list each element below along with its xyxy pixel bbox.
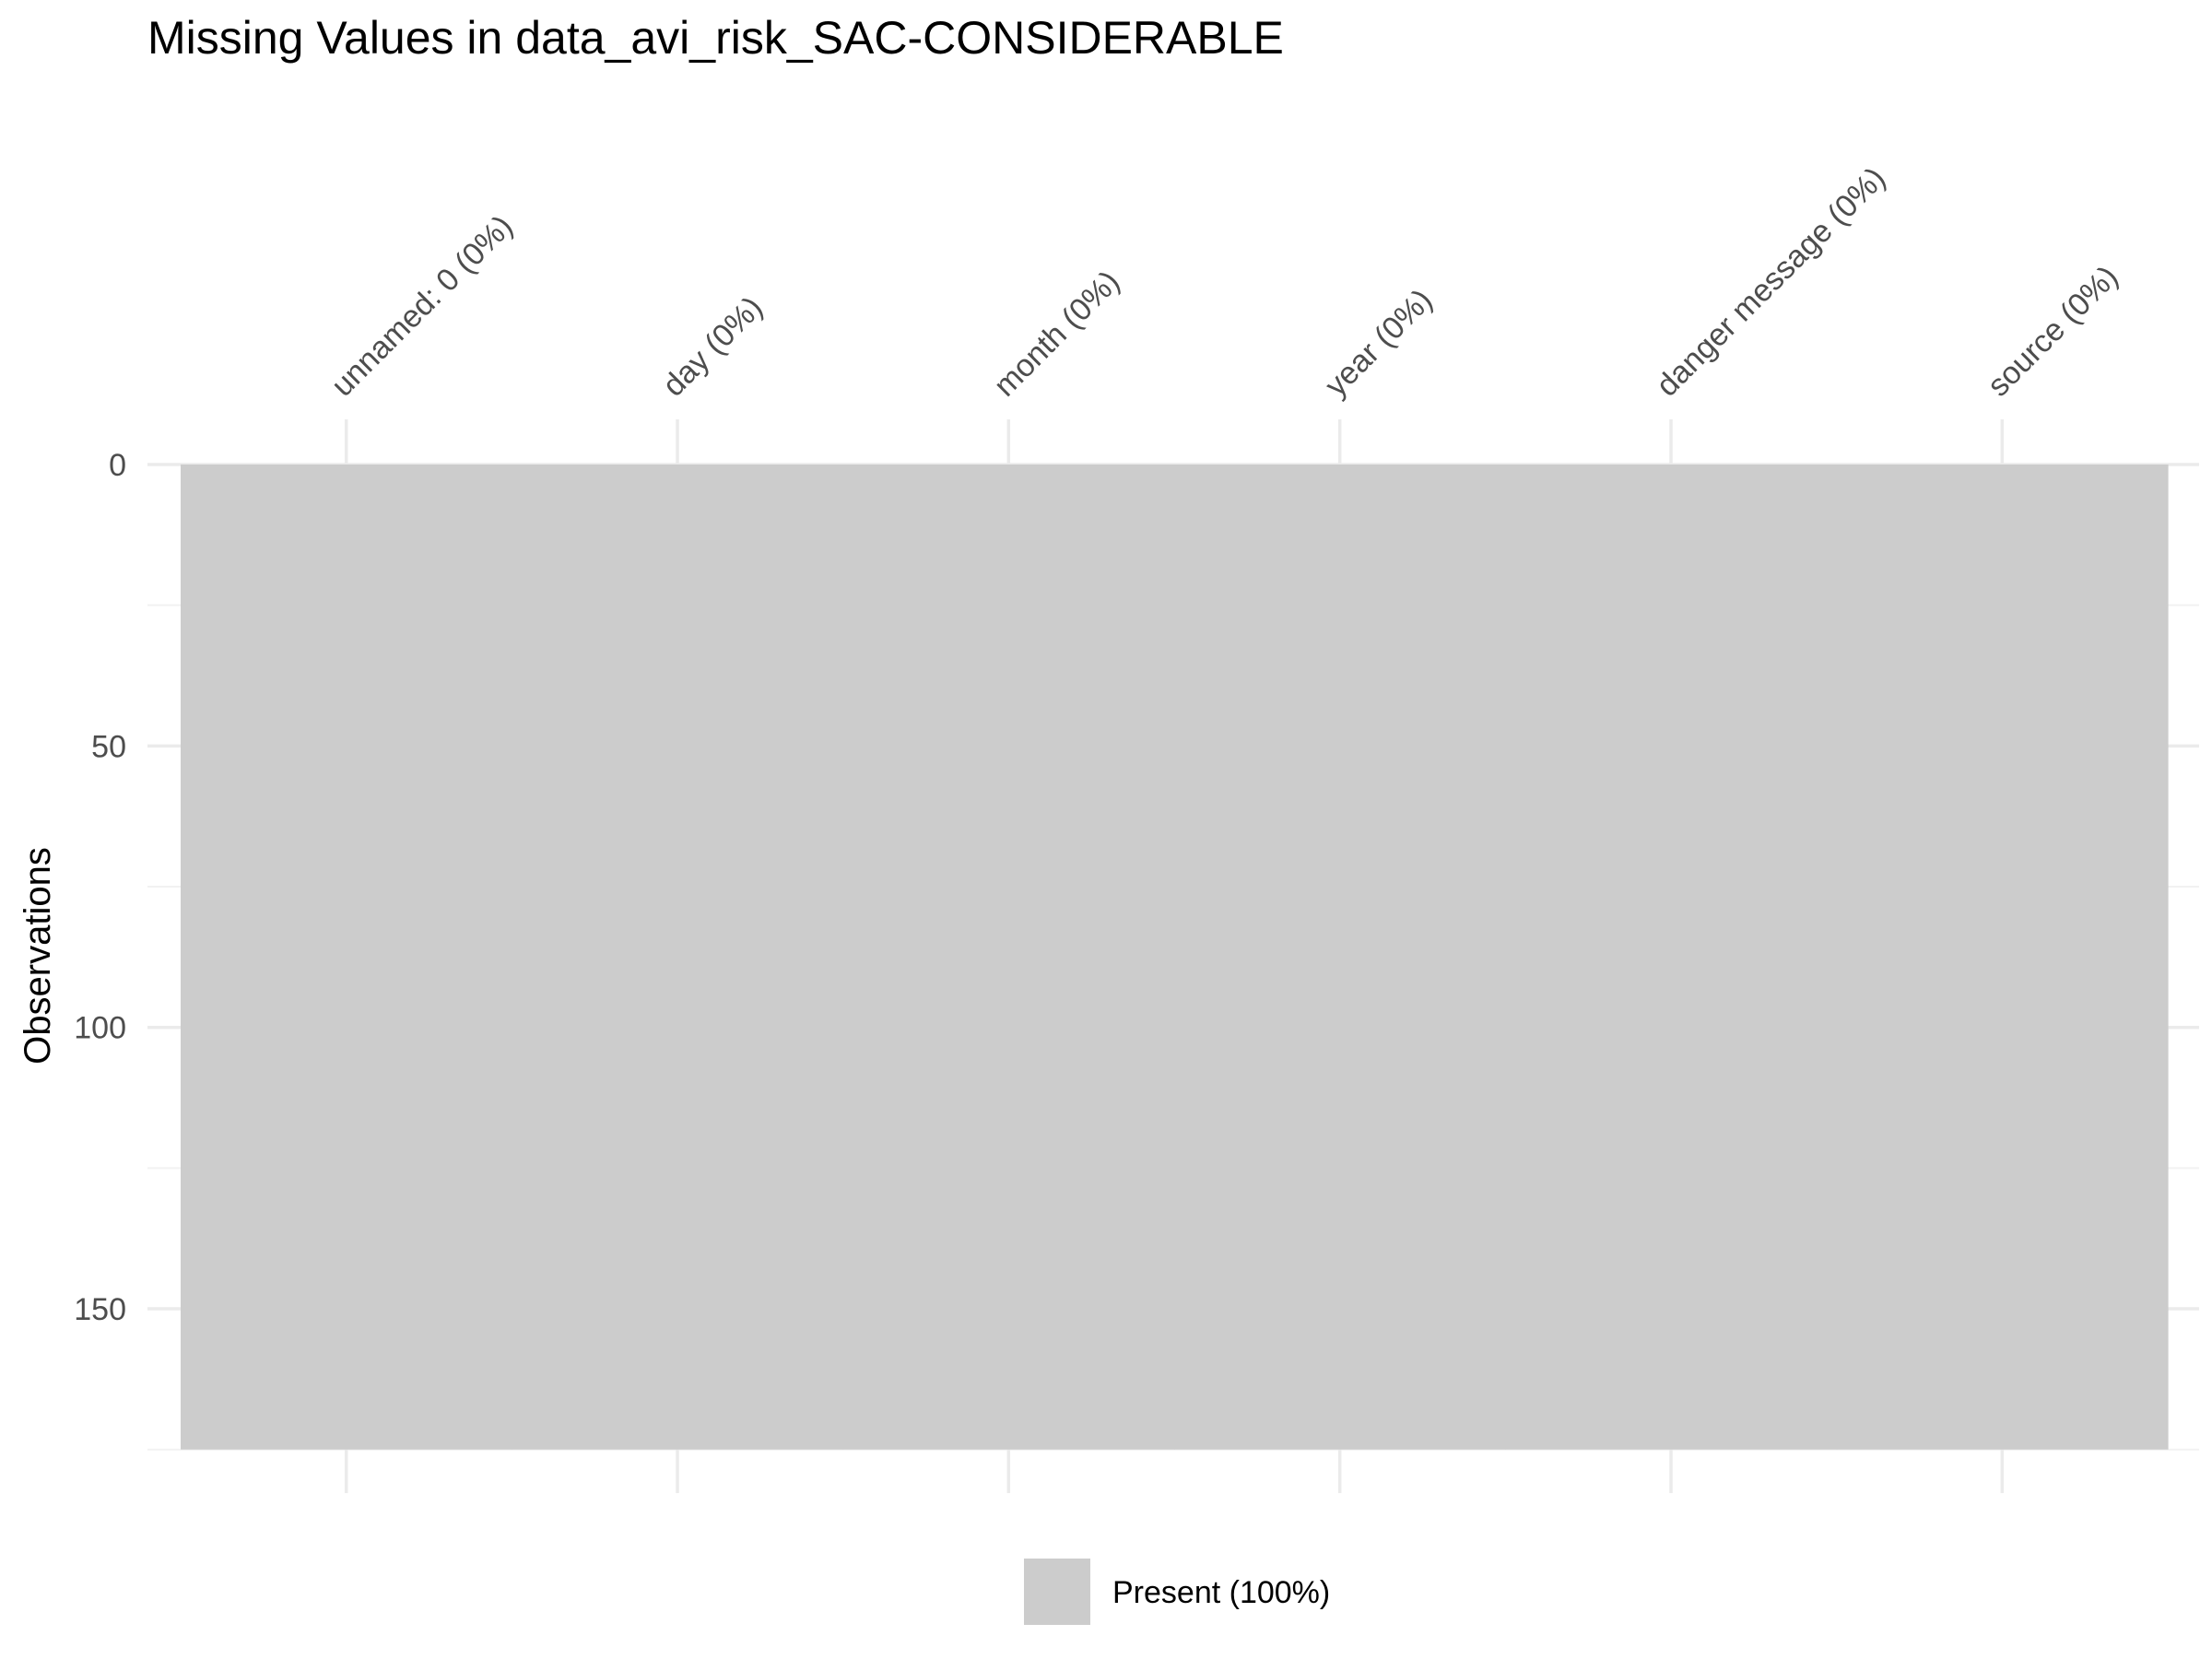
y-tick-label: 100 xyxy=(74,1011,126,1046)
y-axis-title: Observations xyxy=(18,847,58,1065)
y-tick-label: 50 xyxy=(91,729,126,764)
tile-layer xyxy=(181,465,2169,1450)
x-tick-label: unnamed: 0 (0%) xyxy=(324,208,519,403)
column-tile xyxy=(181,465,512,1450)
y-tick-label: 150 xyxy=(74,1292,126,1327)
y-tick-label: 0 xyxy=(109,448,126,483)
x-tick-label: month (0%) xyxy=(987,265,1126,404)
legend-swatch-present xyxy=(1024,1559,1090,1625)
y-tick-labels: 0 50 100 150 xyxy=(74,448,126,1327)
column-tile xyxy=(512,465,844,1450)
column-tile xyxy=(842,465,1175,1450)
column-tile xyxy=(1505,465,1838,1450)
x-tick-label: year (0%) xyxy=(1318,283,1439,404)
x-tick-labels: unnamed: 0 (0%) day (0%) month (0%) year (0… xyxy=(324,160,2124,403)
x-tick-label: day (0%) xyxy=(656,290,770,404)
legend: Present (100%) xyxy=(1024,1559,1330,1625)
column-tile xyxy=(1174,465,1506,1450)
chart-title: Missing Values in data_avi_risk_SAC-CONS… xyxy=(147,12,1284,64)
x-tick-label: source (0%) xyxy=(1981,259,2124,403)
column-tile xyxy=(1836,465,2169,1450)
legend-label-present: Present (100%) xyxy=(1112,1575,1330,1610)
x-tick-label: danger message (0%) xyxy=(1650,160,1892,403)
